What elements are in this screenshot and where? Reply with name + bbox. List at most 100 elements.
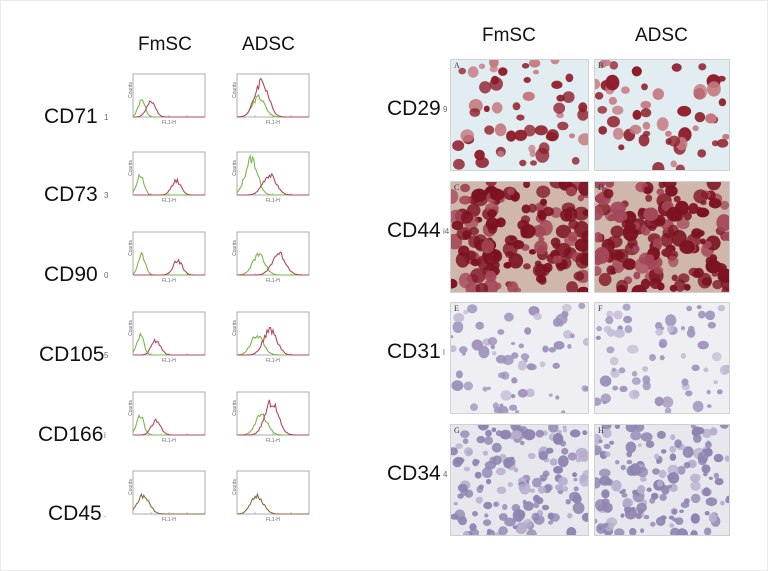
cell <box>501 371 510 380</box>
cell <box>626 465 637 476</box>
cell <box>612 258 625 273</box>
cell <box>708 476 713 480</box>
marker-curve <box>133 258 205 276</box>
cell <box>528 203 537 213</box>
cell <box>671 509 677 515</box>
cell <box>642 366 649 372</box>
cell <box>482 386 488 392</box>
cell <box>707 404 712 408</box>
cell <box>460 183 471 193</box>
cell <box>514 129 528 141</box>
cell <box>540 198 547 206</box>
cell <box>702 448 708 454</box>
cell <box>508 404 518 411</box>
cell <box>666 325 674 333</box>
cell <box>510 430 522 439</box>
cell <box>603 325 612 333</box>
cell <box>631 377 641 385</box>
cell <box>452 140 465 151</box>
row-tick: 1 <box>104 113 109 122</box>
panel-letter: A <box>454 61 460 70</box>
cell <box>466 250 477 261</box>
cell <box>565 73 574 83</box>
cell <box>665 314 677 327</box>
cell <box>568 133 576 139</box>
y-axis-label: Counts <box>231 479 238 495</box>
cell <box>646 487 652 492</box>
cell <box>618 367 626 374</box>
cell <box>716 138 729 148</box>
cell <box>541 478 546 482</box>
cell <box>647 262 656 271</box>
cell <box>512 525 518 529</box>
marker-curve <box>237 399 309 436</box>
cell <box>467 304 478 314</box>
cell <box>557 121 569 131</box>
cell <box>498 67 508 76</box>
histogram-adsc <box>231 231 311 283</box>
panel-letter: F <box>598 304 603 313</box>
cell <box>702 488 711 497</box>
cell <box>552 317 561 327</box>
cell <box>550 60 560 65</box>
cell <box>705 441 712 449</box>
cell <box>610 201 626 215</box>
cell <box>667 472 680 484</box>
marker-curve <box>237 172 309 196</box>
cell <box>469 108 481 117</box>
cell <box>642 381 651 391</box>
cell <box>492 402 499 410</box>
cell <box>639 476 647 482</box>
cell <box>506 130 517 142</box>
x-axis-label: FL1-H <box>266 517 280 523</box>
cell <box>709 254 718 263</box>
cell <box>452 457 463 468</box>
cell <box>485 182 497 187</box>
cell <box>463 530 470 535</box>
cell <box>546 447 554 454</box>
cell <box>521 204 531 214</box>
row-tick: 0 <box>104 271 109 280</box>
cell <box>640 100 652 109</box>
cell <box>621 493 628 498</box>
x-axis-label: FL1-H <box>162 278 176 284</box>
cell <box>640 528 645 534</box>
cell <box>474 471 482 479</box>
x-axis-label: FL1-H <box>266 438 280 444</box>
histogram-adsc <box>231 311 311 363</box>
cell <box>463 309 469 315</box>
cell <box>709 427 718 436</box>
cell <box>631 66 642 77</box>
row-tick: 4 <box>443 470 448 479</box>
marker-curve <box>133 177 205 196</box>
cell <box>696 305 702 309</box>
cell <box>620 513 625 518</box>
cell <box>595 397 602 406</box>
cell <box>493 250 502 259</box>
cell <box>595 477 602 489</box>
cell <box>532 494 541 503</box>
histogram-adsc <box>231 151 311 203</box>
histogram-adsc <box>231 391 311 443</box>
stain-row-label: CD29 <box>387 97 441 120</box>
cell <box>553 102 566 114</box>
histogram-fmsc <box>127 151 207 203</box>
cell <box>481 467 493 479</box>
cell <box>451 335 454 339</box>
cell <box>667 484 673 489</box>
cell <box>512 102 521 111</box>
cell <box>464 489 474 498</box>
cell <box>475 496 483 504</box>
cell <box>451 189 459 204</box>
cell <box>697 149 707 158</box>
histogram-fmsc <box>127 391 207 443</box>
histogram-fmsc <box>127 311 207 363</box>
cell <box>690 493 701 504</box>
cell <box>598 439 603 444</box>
y-axis-label: Counts <box>127 479 134 495</box>
cell <box>705 259 721 274</box>
cell <box>654 396 664 407</box>
cell <box>531 512 540 521</box>
cell <box>498 526 508 535</box>
cell <box>627 344 639 354</box>
